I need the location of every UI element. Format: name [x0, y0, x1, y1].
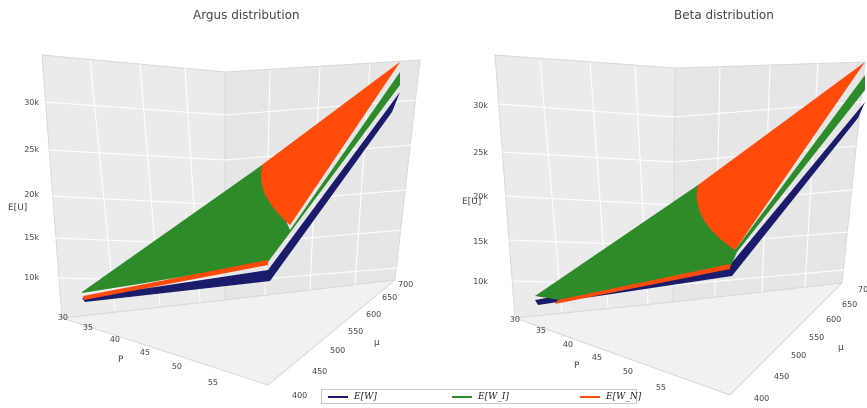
chart-panel-argus: Argus distribution: [0, 0, 440, 404]
y-tick-label: 650: [382, 293, 397, 302]
y-axis-label: μ: [374, 338, 380, 348]
x-ticks: 30 35 40 45 50 55: [510, 315, 666, 392]
legend: E[W] E[W_I] E[W_N]: [321, 389, 641, 404]
z-tick-label: 15k: [24, 233, 39, 242]
z-axis-label: E[U]: [462, 197, 481, 207]
surface-plot-argus[interactable]: 10k 15k 20k 25k 30k 30 35 40 45 50 55 400 450 500 55…: [0, 0, 440, 404]
y-tick-label: 700: [398, 280, 413, 289]
legend-label: E[W]: [354, 391, 377, 402]
surface-e-w-n-curve: [260, 62, 400, 225]
x-axis-label: P: [118, 355, 124, 365]
z-tick-label: 10k: [24, 273, 39, 282]
z-tick-label: 30k: [24, 98, 39, 107]
x-tick-label: 35: [83, 323, 93, 332]
y-tick-label: 400: [292, 391, 307, 400]
z-tick-label: 20k: [473, 192, 488, 201]
x-tick-label: 40: [110, 335, 120, 344]
y-axis-label: μ: [838, 343, 844, 353]
y-tick-label: 450: [312, 367, 327, 376]
x-ticks: 30 35 40 45 50 55: [58, 313, 218, 387]
surface-e-w-i: [535, 75, 865, 300]
surface-e-w-n-curve: [696, 62, 865, 250]
x-tick-label: 55: [656, 383, 666, 392]
surface-e-w-n-strip: [555, 264, 730, 304]
y-tick-label: 550: [348, 327, 363, 336]
legend-swatch: [452, 395, 472, 398]
surface-plot-beta[interactable]: 10k 15k 20k 25k 30k 30 35 40 45 50 55 400 450 50055…: [440, 0, 867, 404]
legend-label: E[W_N]: [606, 391, 642, 402]
z-ticks: 10k 15k 20k 25k 30k: [24, 98, 39, 282]
z-axis-label: E[U]: [8, 203, 27, 213]
z-tick-label: 30k: [473, 101, 488, 110]
z-ticks: 10k 15k 20k 25k 30k: [473, 101, 488, 286]
z-tick-label: 10k: [473, 277, 488, 286]
y-tick-label: 550: [809, 333, 824, 342]
surfaces: [535, 62, 865, 305]
y-tick-label: 600: [366, 310, 381, 319]
z-tick-label: 15k: [473, 237, 488, 246]
y-tick-label: 450: [774, 372, 789, 381]
surfaces: [82, 62, 400, 302]
x-tick-label: 50: [172, 362, 182, 371]
y-tick-label: 400: [754, 394, 769, 403]
x-axis-label: P: [574, 361, 580, 371]
floor: [61, 279, 397, 386]
x-tick-label: 40: [563, 340, 573, 349]
floor: [514, 282, 844, 396]
z-tick-label: 25k: [473, 148, 488, 157]
x-tick-label: 55: [208, 378, 218, 387]
x-tick-label: 30: [510, 315, 520, 324]
y-tick-label: 700: [858, 285, 867, 294]
legend-item-e-w[interactable]: E[W]: [328, 390, 377, 403]
chart-title: Beta distribution: [674, 8, 774, 22]
surface-e-w-n-strip: [83, 260, 268, 300]
x-tick-label: 50: [623, 367, 633, 376]
x-tick-label: 45: [140, 348, 150, 357]
z-tick-label: 20k: [24, 190, 39, 199]
surface-e-w-i: [82, 72, 400, 293]
y-tick-label: 500: [330, 346, 345, 355]
chart-title: Argus distribution: [193, 8, 300, 22]
x-tick-label: 45: [592, 353, 602, 362]
z-tick-label: 25k: [24, 145, 39, 154]
legend-item-e-w-n[interactable]: E[W_N]: [580, 390, 641, 403]
chart-panel-beta: Beta distribution: [440, 0, 867, 404]
legend-item-e-w-i[interactable]: E[W_I]: [452, 390, 509, 403]
x-tick-label: 35: [536, 326, 546, 335]
y-tick-label: 650: [842, 300, 857, 309]
y-tick-label: 600: [826, 315, 841, 324]
legend-swatch: [580, 395, 600, 398]
y-tick-label: 500: [791, 351, 806, 360]
legend-swatch: [328, 395, 348, 398]
x-tick-label: 30: [58, 313, 68, 322]
legend-label: E[W_I]: [478, 391, 509, 402]
